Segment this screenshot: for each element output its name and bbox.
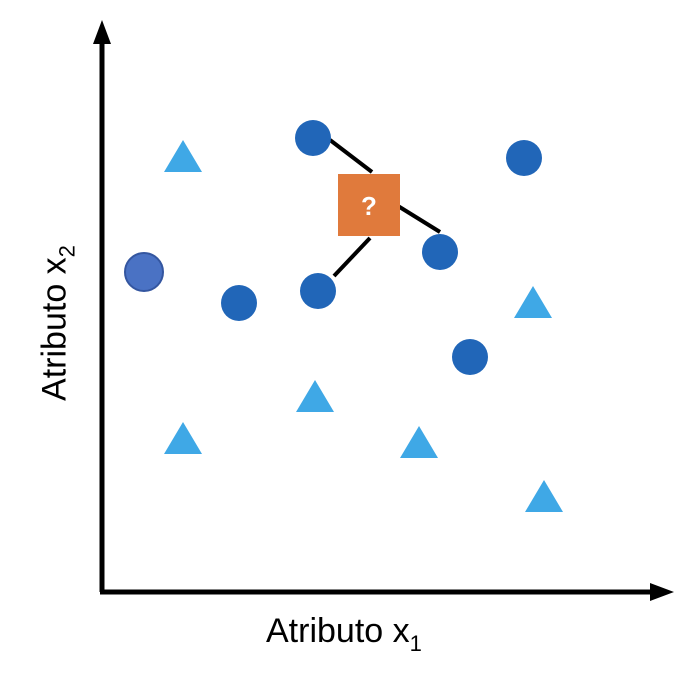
x-axis-label-text: Atributo x: [266, 612, 410, 650]
y-axis-label: Atributo x2: [36, 245, 81, 401]
circle-point: [295, 120, 331, 156]
query-symbol: ?: [361, 191, 377, 221]
neighbor-line-3: [332, 236, 372, 278]
circle-point: [221, 285, 257, 321]
circle-point-highlighted: [124, 252, 164, 292]
y-axis-arrow: [93, 20, 111, 44]
x-axis-label-subscript: 1: [409, 631, 422, 656]
triangle-point: [164, 140, 202, 172]
x-axis-label: Atributo x1: [266, 612, 422, 657]
triangle-point: [296, 380, 334, 412]
query-point: [338, 174, 400, 236]
y-axis-label-text: Atributo x: [35, 257, 74, 401]
x-axis-arrow: [650, 583, 674, 601]
circle-point: [452, 339, 488, 375]
circle-point: [506, 140, 542, 176]
triangle-point: [164, 422, 202, 454]
triangle-point: [400, 426, 438, 458]
neighbor-line-1: [328, 138, 374, 174]
y-axis-label-subscript: 2: [54, 245, 80, 258]
circle-point: [422, 234, 458, 270]
neighbor-line-2: [396, 204, 442, 234]
triangle-point: [514, 286, 552, 318]
circle-point: [300, 273, 336, 309]
triangle-point: [525, 480, 563, 512]
